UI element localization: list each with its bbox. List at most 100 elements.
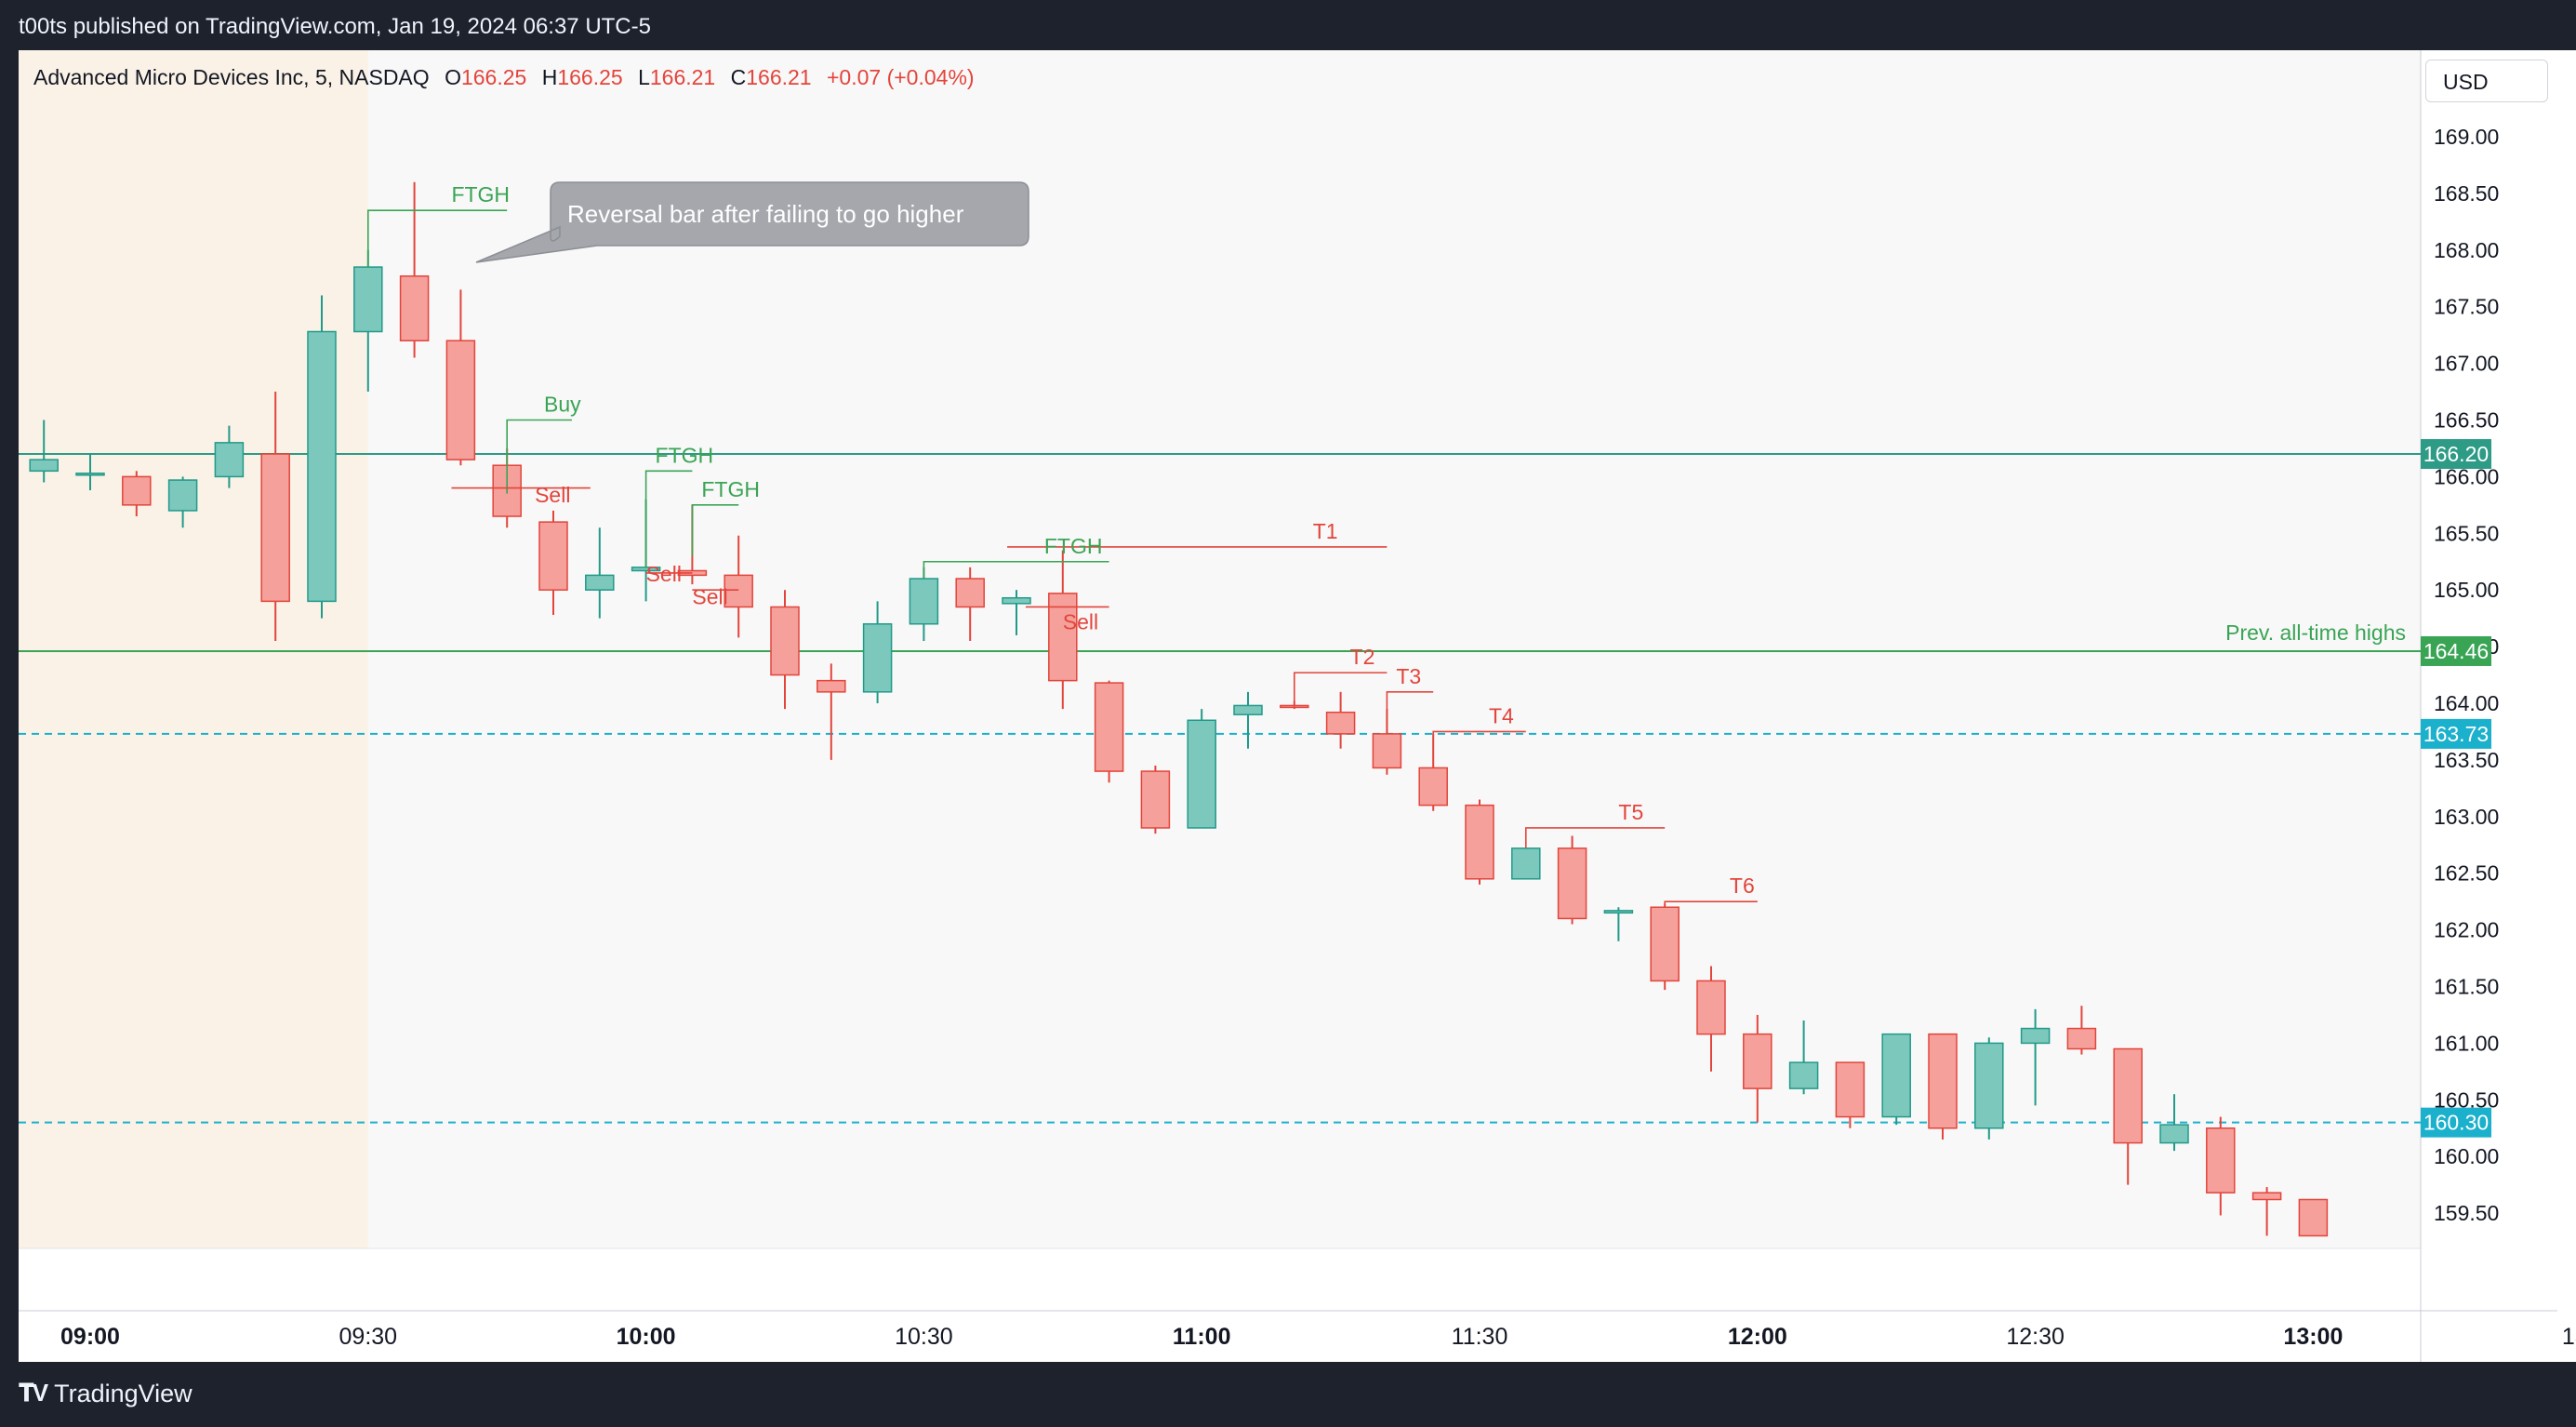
- open-value: 166.25: [460, 65, 527, 89]
- time-tick-label: 10:00: [617, 1324, 676, 1350]
- price-tick-label: 168.00: [2434, 238, 2499, 262]
- price-tick-label: 167.00: [2434, 352, 2499, 376]
- candle-body: [1372, 733, 1402, 769]
- annotation-label: T4: [1489, 703, 1514, 727]
- tradingview-logo-icon: 𝐓V: [19, 1379, 48, 1407]
- low-label: L: [638, 65, 650, 89]
- candle-body: [1511, 847, 1541, 880]
- open-label: O: [445, 65, 461, 89]
- callout-bubble: Reversal bar after failing to go higher: [475, 181, 1029, 263]
- candle-body: [585, 574, 615, 591]
- annotation-label: Sell: [646, 562, 682, 586]
- candle-body: [770, 606, 800, 676]
- candle-body: [122, 475, 152, 506]
- price-tick-label: 159.50: [2434, 1201, 2499, 1225]
- close-label: C: [730, 65, 747, 89]
- symbol-legend: Advanced Micro Devices Inc, 5, NASDAQ O1…: [33, 65, 975, 90]
- price-tick-label: 160.00: [2434, 1144, 2499, 1168]
- symbol-name: Advanced Micro Devices Inc, 5, NASDAQ: [33, 65, 430, 89]
- price-tick-label: 162.00: [2434, 918, 2499, 942]
- annotation-label: T6: [1730, 874, 1755, 898]
- price-line-tag: [2421, 439, 2491, 470]
- price-tick-label: 165.00: [2434, 578, 2499, 602]
- price-tick-label: 168.50: [2434, 181, 2499, 206]
- price-line-tag: [2421, 1107, 2491, 1138]
- change-value: +0.07 (+0.04%): [827, 65, 975, 89]
- time-tick-label: 09:30: [339, 1324, 398, 1350]
- time-tick-label: 12:30: [2006, 1324, 2065, 1350]
- brand-name: TradingView: [54, 1379, 193, 1407]
- candle-body: [0, 488, 11, 559]
- price-tick-label: 163.00: [2434, 805, 2499, 829]
- price-tick-label: 169.00: [2434, 125, 2499, 149]
- publish-bar: t00ts published on TradingView.com, Jan …: [0, 0, 2576, 50]
- candle-body: [307, 330, 337, 603]
- annotation-label: FTGH: [701, 477, 760, 501]
- price-tick-label: 163.50: [2434, 748, 2499, 772]
- candle-body: [29, 459, 59, 473]
- candle-body: [260, 453, 290, 603]
- price-tick-label: 167.50: [2434, 295, 2499, 319]
- price-tick-label: 165.50: [2434, 521, 2499, 545]
- annotation-line: [1525, 827, 1666, 848]
- high-value: 166.25: [557, 65, 623, 89]
- candle-body: [955, 578, 985, 608]
- plot-area: [19, 50, 2421, 1248]
- candle-body: [1187, 719, 1216, 829]
- annotation-line: [366, 209, 508, 268]
- candle-body: [1788, 1061, 1819, 1089]
- price-tick-label: 164.00: [2434, 691, 2499, 715]
- candle-body: [399, 275, 430, 341]
- annotation-label: T2: [1350, 645, 1375, 669]
- candle-body: [167, 479, 198, 512]
- candle-body: [1557, 847, 1587, 920]
- price-line-tag-text: 164.46: [2423, 639, 2489, 663]
- candle-body: [1002, 596, 1031, 605]
- candle-body: [2113, 1047, 2143, 1144]
- candle-body: [2251, 1192, 2282, 1201]
- currency-button[interactable]: USD: [2425, 60, 2548, 102]
- time-tick-label: 13:00: [2283, 1324, 2343, 1350]
- time-tick-label: 10:30: [895, 1324, 953, 1350]
- price-line-tag: [2421, 718, 2491, 749]
- price-tick-label: 161.00: [2434, 1031, 2499, 1055]
- candlestick-chart[interactable]: 169.00 168.50 168.00 167.50 167.00 166.50 166.…: [0, 0, 2576, 1362]
- candle-body: [1094, 682, 1124, 772]
- price-tick-label: 162.50: [2434, 861, 2499, 886]
- annotation-line: [644, 470, 693, 567]
- candle-body: [1418, 767, 1448, 807]
- annotation-label: Sell: [692, 585, 727, 609]
- time-tick-label: 13:30: [2562, 1324, 2576, 1350]
- time-tick-label: 11:00: [1173, 1324, 1231, 1350]
- candle-body: [1928, 1033, 1958, 1129]
- price-tick-label: 166.50: [2434, 408, 2499, 433]
- candle-body: [445, 340, 476, 460]
- candle-body: [75, 472, 105, 476]
- footer-bar: [0, 1362, 2576, 1427]
- price-line-tag-text: 166.20: [2423, 442, 2489, 466]
- candle-body: [909, 578, 939, 625]
- candle-body: [538, 521, 568, 591]
- candle-body: [353, 266, 383, 333]
- candle-body: [2066, 1027, 2097, 1050]
- annotation-label: T3: [1396, 664, 1421, 688]
- time-tick-label: 09:00: [60, 1324, 120, 1350]
- annotation-line: [1664, 900, 1758, 908]
- premarket-shading: [19, 50, 368, 1248]
- candle-body: [1743, 1033, 1773, 1089]
- candle-body: [1603, 910, 1634, 914]
- candle-body: [2206, 1127, 2236, 1194]
- price-line-tag: [2421, 635, 2491, 666]
- callout-shape: [475, 181, 1029, 263]
- annotation-line: [1294, 672, 1388, 707]
- annotation-line: [506, 419, 572, 494]
- annotation-label: FTGH: [656, 443, 714, 467]
- candle-body: [1650, 906, 1680, 982]
- annotation-line: [691, 504, 739, 556]
- annotation-line: [1386, 691, 1434, 734]
- annotation-line: [923, 560, 1109, 580]
- candle-body: [2020, 1027, 2051, 1045]
- price-tick-label: 161.50: [2434, 975, 2499, 999]
- annotation-label: T5: [1618, 800, 1643, 824]
- tradingview-brand[interactable]: 𝐓V TradingView: [19, 1379, 193, 1408]
